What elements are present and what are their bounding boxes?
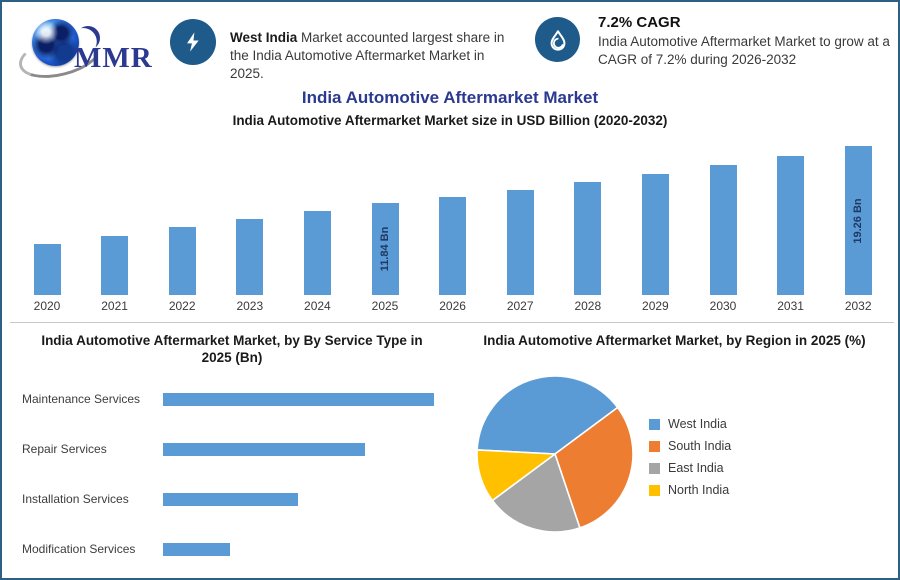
legend-label: East India bbox=[668, 461, 724, 475]
service-bar bbox=[163, 542, 230, 556]
service-type-bars: Maintenance Services Repair Services Insta… bbox=[12, 374, 452, 574]
service-bar bbox=[163, 392, 434, 406]
mmr-logo: MMR bbox=[14, 10, 166, 86]
bar-2024 bbox=[303, 211, 331, 295]
service-bar bbox=[163, 492, 298, 506]
page-title: India Automotive Aftermarket Market bbox=[301, 88, 599, 107]
bar-2020 bbox=[33, 244, 61, 295]
pie-slice-east-india bbox=[491, 453, 581, 533]
service-row: Maintenance Services bbox=[12, 374, 452, 424]
x-tick-2030: 2030 bbox=[709, 299, 737, 313]
region-pie-chart bbox=[476, 375, 634, 533]
bar-2031 bbox=[777, 156, 805, 295]
service-row: Installation Services bbox=[12, 474, 452, 524]
legend-label: West India bbox=[668, 417, 727, 431]
callout-cagr: 7.2% CAGR India Automotive Aftermarket M… bbox=[598, 13, 890, 69]
bar-2023 bbox=[236, 219, 264, 295]
legend-item-west-india: West India bbox=[649, 413, 731, 435]
logo-text: MMR bbox=[74, 42, 153, 74]
service-bar bbox=[163, 442, 365, 456]
x-tick-2024: 2024 bbox=[304, 299, 331, 313]
legend-swatch bbox=[649, 462, 660, 474]
x-tick-2026: 2026 bbox=[439, 299, 466, 313]
x-tick-2029: 2029 bbox=[642, 299, 669, 313]
legend-swatch bbox=[649, 418, 660, 430]
legend-item-east-india: East India bbox=[649, 457, 731, 479]
lightning-icon bbox=[170, 19, 216, 65]
service-row: Modification Services bbox=[12, 524, 452, 574]
region-legend: West India South India East India North Ind… bbox=[649, 413, 731, 501]
x-tick-2022: 2022 bbox=[168, 299, 196, 313]
drop-icon bbox=[535, 17, 580, 62]
bar-2026 bbox=[439, 197, 467, 295]
legend-label: South India bbox=[668, 439, 732, 453]
bar-2027 bbox=[506, 190, 534, 295]
service-label: Maintenance Services bbox=[22, 392, 141, 406]
bar-data-label-2032: 19.26 Bn bbox=[852, 197, 865, 244]
globe-icon bbox=[32, 19, 79, 66]
x-tick-2027: 2027 bbox=[506, 299, 534, 313]
bar-data-label-2025: 11.84 Bn bbox=[379, 226, 391, 272]
bar-chart-title: India Automotive Aftermarket Market size… bbox=[232, 113, 668, 128]
bar-2030 bbox=[709, 165, 737, 295]
bar-2032: 19.26 Bn bbox=[844, 146, 872, 295]
bar-2022 bbox=[168, 227, 196, 295]
cagr-value: 7.2% CAGR bbox=[598, 14, 681, 31]
pie-slice-north-india bbox=[476, 449, 556, 502]
legend-item-south-india: South India bbox=[649, 435, 731, 457]
x-tick-2021: 2021 bbox=[101, 299, 128, 313]
legend-label: North India bbox=[668, 483, 730, 497]
region-chart-section: India Automotive Aftermarket Market, by … bbox=[457, 330, 892, 574]
service-label: Modification Services bbox=[22, 542, 136, 556]
bar-2025: 11.84 Bn bbox=[371, 203, 399, 295]
bar-2021 bbox=[101, 236, 129, 295]
x-tick-2020: 2020 bbox=[33, 299, 61, 313]
cagr-text: India Automotive Aftermarket Market to g… bbox=[598, 34, 890, 67]
region-chart-title: India Automotive Aftermarket Market, by … bbox=[483, 333, 866, 348]
callout-west-india-bold: West India bbox=[230, 29, 298, 45]
x-tick-2031: 2031 bbox=[777, 299, 804, 313]
bar-2029 bbox=[641, 174, 669, 295]
legend-swatch bbox=[649, 440, 660, 452]
logo-crescent bbox=[76, 26, 100, 50]
x-tick-2032: 2032 bbox=[844, 299, 872, 313]
legend-item-north-india: North India bbox=[649, 479, 731, 501]
callout-west-india-text: West India Market accounted largest shar… bbox=[230, 29, 505, 81]
section-divider bbox=[10, 322, 894, 323]
legend-swatch bbox=[649, 484, 660, 496]
service-row: Repair Services bbox=[12, 424, 452, 474]
service-label: Repair Services bbox=[22, 442, 107, 456]
service-type-chart-title: India Automotive Aftermarket Market, by … bbox=[41, 333, 423, 365]
service-label: Installation Services bbox=[22, 492, 129, 506]
bar-chart-x-axis: 2020 2021 2022 2023 2024 2025 2026 2027 2028 2029… bbox=[2, 299, 898, 315]
service-type-chart-section: India Automotive Aftermarket Market, by … bbox=[12, 330, 452, 574]
x-tick-2023: 2023 bbox=[236, 299, 264, 313]
market-size-bar-chart: 11.84 Bn 19.26 Bn bbox=[2, 142, 898, 295]
x-tick-2028: 2028 bbox=[574, 299, 602, 313]
bar-2028 bbox=[574, 182, 602, 295]
pie-slice-west-india bbox=[476, 375, 619, 455]
x-tick-2025: 2025 bbox=[371, 299, 399, 313]
pie-slice-south-india bbox=[554, 406, 634, 529]
